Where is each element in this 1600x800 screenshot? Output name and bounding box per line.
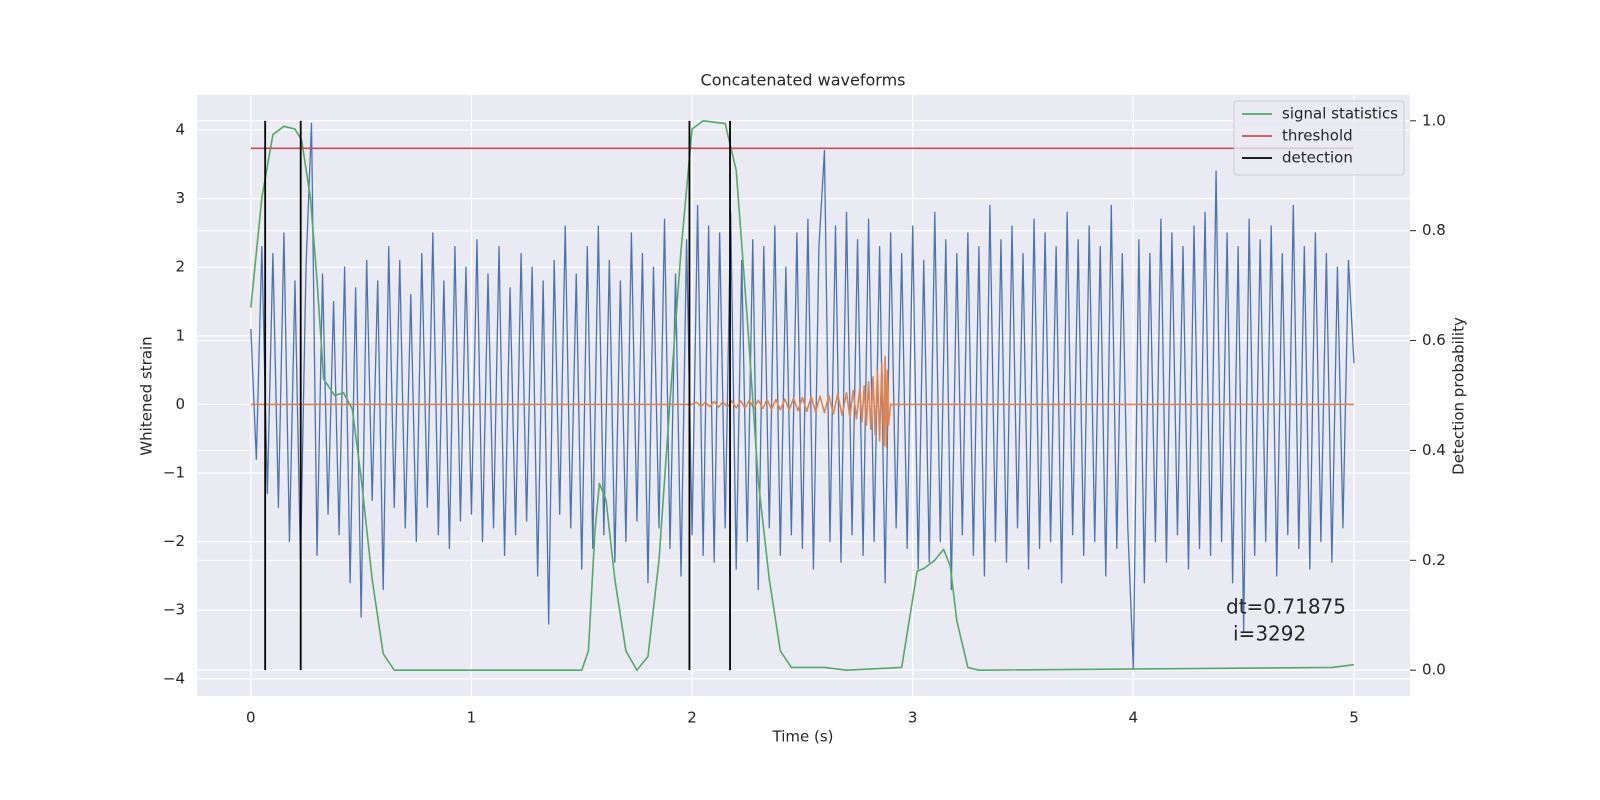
annotation: i=3292 [1233,622,1306,646]
y-tick-label: 4 [175,120,185,138]
y2-axis-label: Detection probability [1450,317,1468,475]
x-tick-label: 1 [467,709,477,727]
y-tick-label: 2 [175,258,185,276]
y-tick-label: 1 [175,326,185,344]
legend-box [1233,100,1405,176]
x-tick-label: 0 [246,709,256,727]
legend-label: threshold [1282,127,1353,145]
series-line [250,122,1355,670]
y2-tick-label: 0.8 [1422,221,1446,239]
y2-tick-label: 0.4 [1422,441,1446,459]
y-axis-label: Whitened strain [138,336,156,455]
y-tick-label: −2 [163,532,185,550]
y-tick-label: −3 [163,601,185,619]
y2-tick-label: 0.6 [1422,331,1446,349]
marks [250,120,1355,671]
y2-tick-label: 0.2 [1422,551,1446,569]
chart-title: Concatenated waveforms [701,71,906,90]
y-tick-label: 0 [175,395,185,413]
x-tick-label: 4 [1129,709,1139,727]
y2-tick-label: 1.0 [1422,111,1446,129]
x-tick-label: 2 [687,709,697,727]
y2-tick-label: 0.0 [1422,661,1446,679]
axes: 0 1 2 3 4 5 −4 −3 −2 −1 0 1 2 3 4 0.0 0.2 0.4 0.6 0.8 1.0 [163,111,1446,726]
x-tick-label: 3 [908,709,918,727]
x-tick-label: 5 [1349,709,1359,727]
annotation: dt=0.71875 [1226,595,1346,619]
legend: signal statistics threshold detection [1233,100,1405,176]
legend-label: detection [1282,149,1353,167]
y-tick-label: 3 [175,189,185,207]
series-line [250,120,1355,671]
legend-label: signal statistics [1282,105,1398,123]
x-axis-label: Time (s) [772,728,834,746]
y-tick-label: −4 [163,669,185,687]
y-tick-label: −1 [163,464,185,482]
